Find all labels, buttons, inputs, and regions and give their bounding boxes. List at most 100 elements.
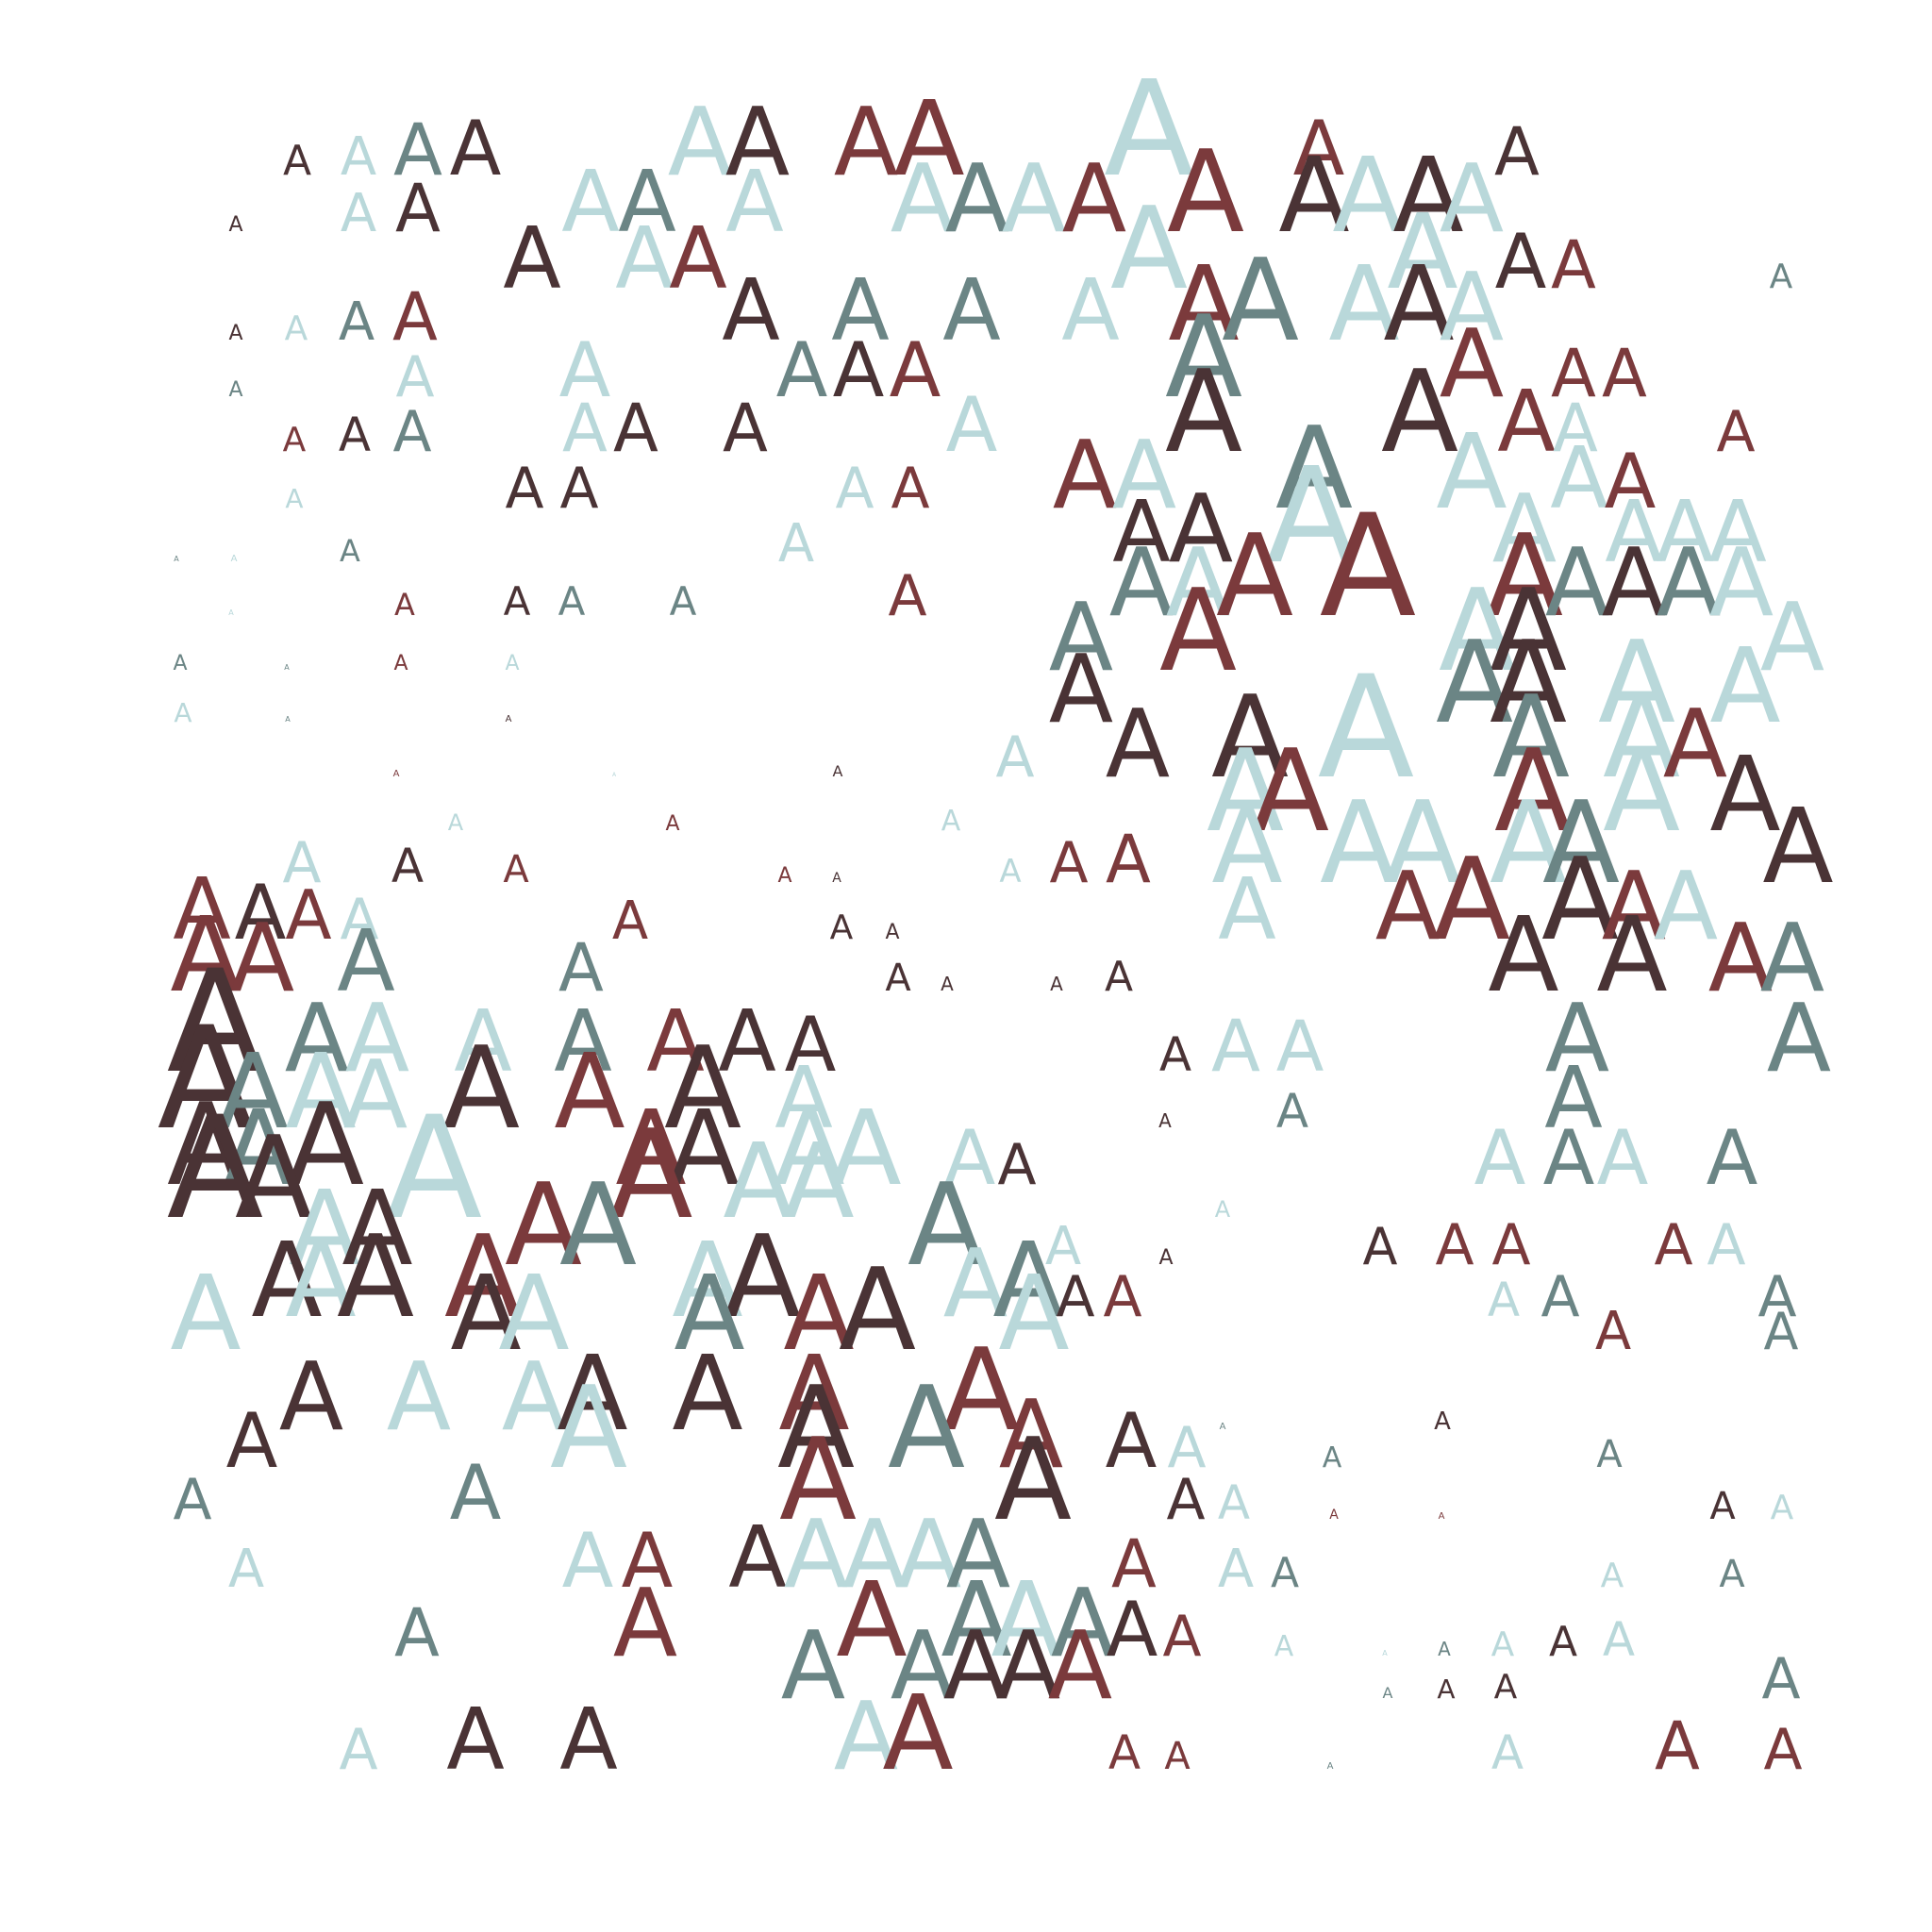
letter-a-glyph: A (285, 715, 291, 724)
letter-a-glyph: A (1392, 135, 1463, 256)
letter-a-glyph: A (1544, 1049, 1603, 1148)
letter-a-glyph: A (446, 1690, 505, 1790)
letter-a-glyph: A (999, 1379, 1063, 1490)
letter-a-glyph: A (615, 209, 674, 308)
letter-a-glyph: A (341, 183, 376, 244)
letter-a-glyph: A (340, 533, 360, 569)
letter-a-glyph: A (345, 983, 409, 1093)
letter-a-glyph: A (725, 153, 784, 252)
letter-a-glyph: A (1165, 347, 1242, 478)
letter-a-glyph: A (1104, 53, 1194, 207)
letter-a-glyph: A (1709, 1485, 1736, 1528)
letter-a-glyph: A (394, 587, 415, 623)
letter-a-glyph: A (561, 153, 620, 252)
letter-a-glyph: A (1490, 618, 1567, 749)
letter-a-glyph: A (559, 456, 598, 522)
letter-a-glyph: A (285, 1031, 356, 1152)
letter-a-glyph: A (1164, 1735, 1191, 1778)
letter-a-glyph: A (668, 1088, 739, 1208)
letter-a-glyph: A (1165, 292, 1242, 424)
letter-a-glyph: A (1045, 1216, 1081, 1277)
letter-a-glyph: A (1709, 734, 1780, 855)
letter-a-glyph: A (1708, 903, 1773, 1013)
letter-a-glyph: A (1541, 835, 1619, 966)
letter-a-glyph: A (1602, 527, 1666, 638)
letter-a-glyph: A (1605, 438, 1657, 525)
letter-a-glyph: A (778, 1333, 849, 1454)
letter-a-glyph: A (559, 1690, 618, 1790)
letter-a-glyph: A (1486, 511, 1563, 642)
letter-a-glyph: A (842, 1499, 907, 1609)
letter-a-glyph: A (893, 78, 964, 199)
letter-a-glyph: A (1598, 618, 1675, 749)
letter-a-glyph: A (943, 1228, 1008, 1339)
letter-a-glyph: A (1293, 105, 1345, 192)
letter-a-glyph: A (609, 1103, 693, 1246)
letter-a-glyph: A (231, 554, 238, 564)
letter-a-glyph: A (831, 261, 890, 360)
letter-a-glyph: A (830, 1088, 901, 1208)
letter-a-glyph: A (1159, 566, 1237, 697)
letter-a-glyph: A (665, 812, 679, 836)
letter-a-glyph: A (1596, 894, 1667, 1015)
letter-a-glyph: A (646, 992, 705, 1091)
letter-a-glyph: A (1218, 1475, 1250, 1530)
letter-a-glyph: A (1384, 778, 1461, 909)
letter-a-glyph: A (448, 809, 464, 836)
letter-a-glyph: A (723, 1121, 793, 1241)
letter-a-glyph: A (1708, 483, 1767, 582)
letter-a-glyph: A (1603, 726, 1680, 858)
letter-a-glyph: A (1597, 1114, 1649, 1202)
letter-a-glyph: A (1106, 821, 1151, 898)
letter-a-glyph: A (387, 1341, 451, 1452)
letter-a-glyph: A (1657, 527, 1721, 638)
letter-a-glyph: A (395, 170, 441, 247)
letter-a-glyph: A (167, 941, 264, 1105)
letter-a-glyph: A (1707, 1114, 1758, 1202)
letter-a-glyph: A (223, 1088, 293, 1208)
letter-a-glyph: A (1545, 983, 1609, 1093)
letter-a-glyph: A (562, 390, 608, 467)
letter-a-glyph: A (783, 1253, 854, 1374)
letter-a-glyph: A (834, 1681, 898, 1791)
letter-a-glyph: A (1474, 1114, 1526, 1202)
letter-a-glyph: A (1218, 860, 1276, 959)
letter-a-glyph: A (1107, 1586, 1158, 1674)
letter-a-glyph: A (1169, 474, 1233, 584)
letter-a-glyph: A (1276, 1084, 1308, 1139)
letter-a-glyph: A (174, 697, 192, 728)
letter-a-glyph: A (1433, 835, 1510, 966)
letter-a-glyph: A (173, 860, 231, 959)
letter-a-glyph: A (1436, 411, 1507, 532)
letter-a-glyph: A (885, 921, 899, 944)
letter-a-glyph: A (1440, 143, 1504, 254)
letter-a-glyph: A (1492, 673, 1570, 804)
letter-a-glyph: A (1549, 1618, 1577, 1666)
letter-a-glyph: A (672, 1220, 742, 1341)
letter-a-glyph: A (1278, 135, 1349, 256)
letter-a-glyph: A (1602, 851, 1666, 961)
letter-a-glyph: A (1434, 1407, 1451, 1436)
letter-a-glyph: A (341, 126, 376, 188)
letter-a-glyph: A (504, 578, 531, 625)
letter-a-glyph: A (1327, 1761, 1334, 1772)
letter-a-glyph: A (774, 1088, 844, 1208)
letter-a-glyph: A (1655, 1707, 1700, 1785)
letter-a-glyph: A (995, 724, 1034, 791)
letter-a-glyph: A (1656, 483, 1714, 582)
letter-a-glyph: A (1323, 1441, 1342, 1474)
letter-a-glyph: A (393, 769, 400, 779)
letter-a-glyph: A (1709, 527, 1774, 638)
letter-a-glyph: A (830, 908, 854, 947)
letter-a-glyph: A (944, 1114, 996, 1202)
letter-a-glyph: A (1770, 258, 1793, 296)
letter-a-glyph: A (1494, 1668, 1518, 1707)
letter-a-glyph: A (832, 871, 841, 886)
letter-a-glyph: A (1275, 404, 1353, 535)
letter-a-glyph: A (228, 322, 242, 345)
letter-a-glyph: A (339, 1717, 377, 1783)
letter-a-glyph: A (1494, 726, 1572, 858)
letter-a-glyph: A (1707, 1212, 1745, 1278)
letter-a-glyph: A (615, 1088, 686, 1208)
